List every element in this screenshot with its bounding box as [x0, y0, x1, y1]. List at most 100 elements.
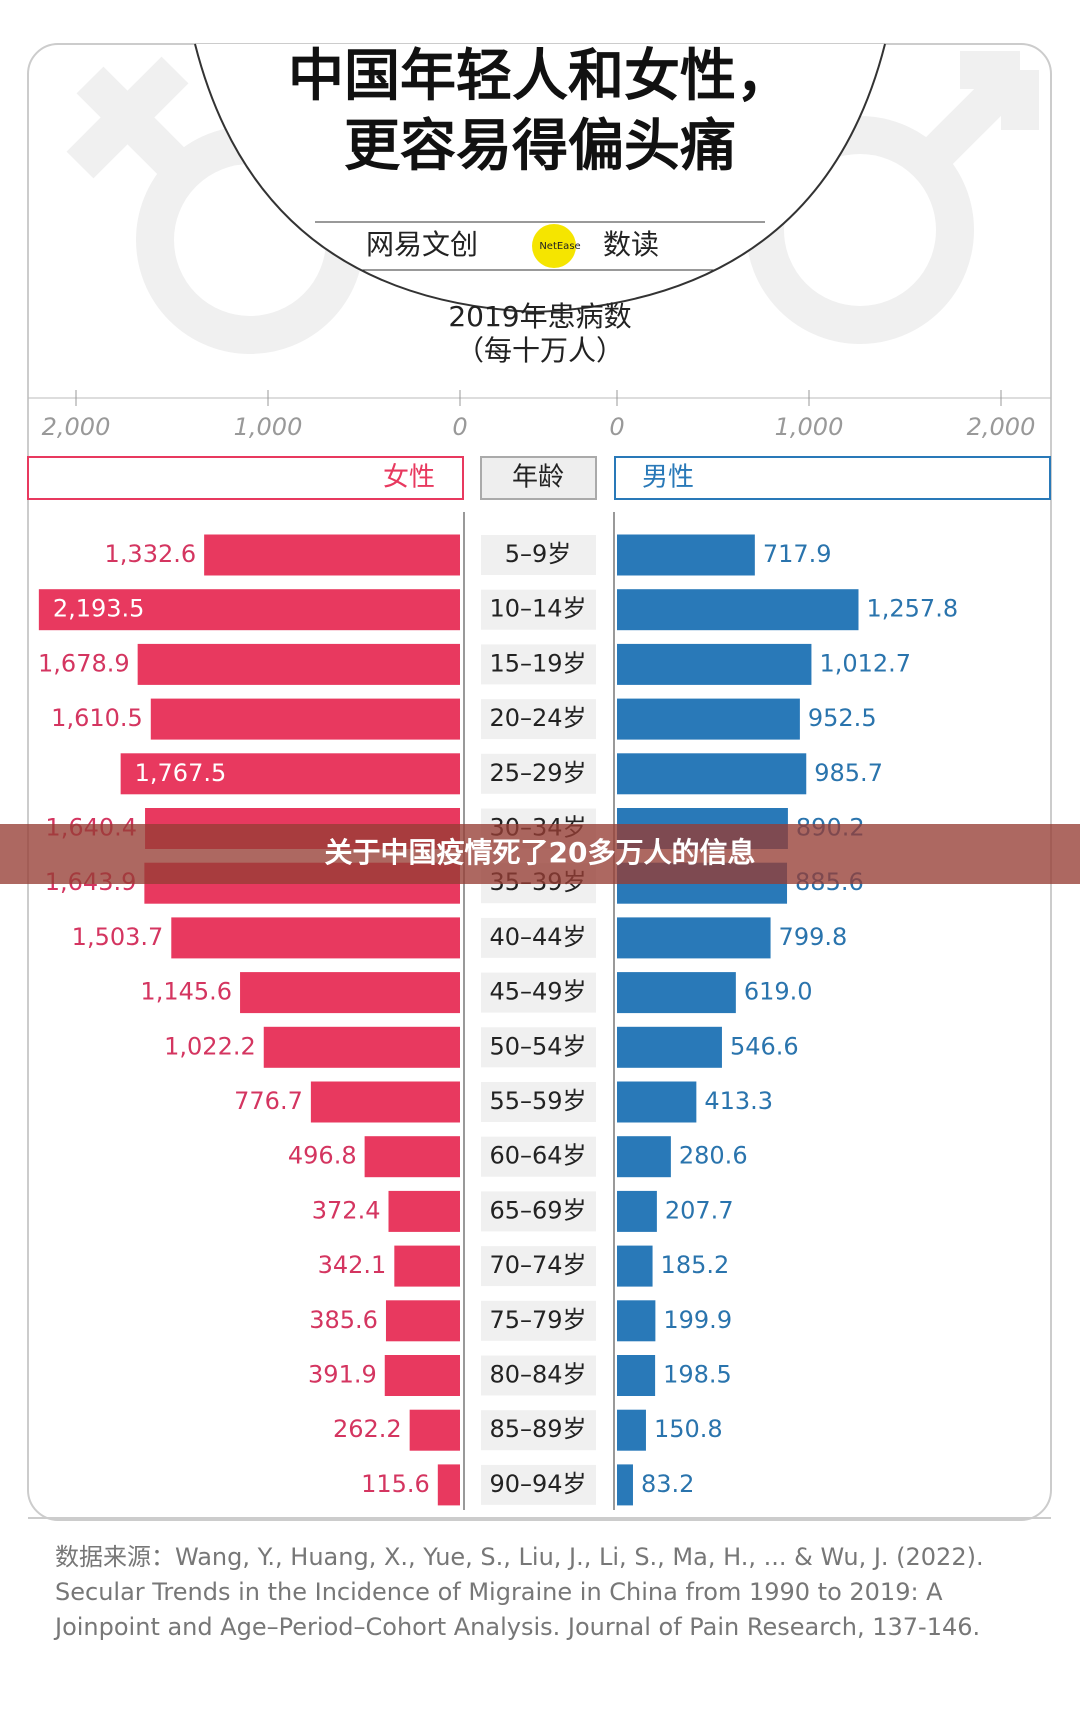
bar	[617, 753, 807, 795]
category-box	[481, 1300, 596, 1341]
x-tick-label: 2,000	[42, 413, 111, 441]
category-box	[481, 1082, 596, 1122]
legend-box	[614, 456, 1051, 500]
bar	[263, 1026, 460, 1068]
bar	[617, 972, 736, 1014]
value-label: 385.6	[309, 1306, 378, 1334]
banner-text: 关于中国疫情死了20多万人的信息	[325, 836, 756, 869]
bar	[617, 698, 800, 740]
bar	[617, 1245, 653, 1287]
category-box	[481, 1246, 596, 1287]
brand: NetEase	[539, 241, 580, 252]
subtitle: （每十万人）	[456, 334, 624, 367]
category-box	[481, 699, 596, 740]
bar	[38, 589, 461, 631]
category-label: 50–54岁	[489, 1032, 586, 1060]
bar	[617, 1409, 646, 1451]
category-label: 90–94岁	[489, 1470, 586, 1498]
category-box	[481, 589, 596, 630]
value-label: 1,678.9	[38, 649, 130, 677]
bar	[409, 1409, 460, 1451]
title-arc	[194, 43, 886, 314]
x-tick-label: 0	[609, 413, 624, 441]
category-label: 20–24岁	[489, 704, 586, 732]
category-box	[481, 917, 596, 958]
category-box	[481, 972, 596, 1013]
value-label: 185.2	[661, 1251, 730, 1279]
value-label: 799.8	[779, 923, 848, 951]
category-label: 65–69岁	[489, 1196, 586, 1224]
value-label: 1,012.7	[819, 649, 911, 677]
bar	[171, 917, 460, 959]
category-box	[481, 535, 596, 575]
brand-dot	[532, 224, 576, 268]
title-line: 中国年轻人和女性，	[288, 44, 792, 109]
category-box	[481, 1355, 596, 1396]
banner	[0, 824, 1080, 884]
bar	[240, 972, 460, 1014]
value-label: 1,503.7	[72, 923, 164, 951]
x-tick-label: 1,000	[234, 413, 303, 441]
source: Secular Trends in the Incidence of Migra…	[55, 1578, 943, 1606]
value-label: 717.9	[763, 540, 832, 568]
bar	[617, 1136, 671, 1178]
category-box	[481, 1027, 596, 1068]
value-label: 496.8	[288, 1142, 357, 1170]
bar	[137, 643, 461, 685]
bar	[120, 753, 460, 795]
category-box	[481, 644, 596, 685]
value-label: 776.7	[234, 1087, 303, 1115]
value-label: 342.1	[318, 1251, 387, 1279]
bar	[437, 1464, 460, 1506]
value-label: 985.7	[814, 759, 883, 787]
category-box	[481, 1410, 596, 1451]
bar	[617, 643, 812, 685]
legend-label: 女性	[383, 463, 435, 493]
value-label: 280.6	[679, 1142, 748, 1170]
x-tick-label: 1,000	[775, 413, 844, 441]
category-label: 15–19岁	[489, 649, 586, 677]
bar	[310, 1081, 460, 1123]
value-label: 115.6	[361, 1470, 430, 1498]
value-label: 619.0	[744, 978, 813, 1006]
x-tick-label: 0	[452, 413, 467, 441]
value-label: 372.4	[312, 1196, 381, 1224]
value-label: 199.9	[663, 1306, 732, 1334]
value-label: 1,257.8	[866, 595, 958, 623]
category-label: 45–49岁	[489, 978, 586, 1006]
title-line: 更容易得偏头痛	[344, 114, 736, 179]
value-label: 1,022.2	[164, 1032, 256, 1060]
value-label: 207.7	[665, 1196, 734, 1224]
category-label: 40–44岁	[489, 923, 586, 951]
category-label: 70–74岁	[489, 1251, 586, 1279]
value-label: 83.2	[641, 1470, 694, 1498]
bar	[384, 1355, 460, 1396]
bar	[617, 534, 755, 576]
bar	[388, 1190, 460, 1232]
value-label: 150.8	[654, 1415, 723, 1443]
legend-label: 男性	[642, 463, 694, 493]
category-header-box	[480, 456, 597, 500]
bar	[617, 917, 771, 959]
value-label: 391.9	[308, 1361, 377, 1389]
category-label: 25–29岁	[489, 759, 586, 787]
value-label: 1,145.6	[140, 978, 232, 1006]
bar	[364, 1136, 460, 1178]
category-label: 60–64岁	[489, 1142, 586, 1170]
category-header: 年龄	[512, 463, 564, 493]
category-label: 75–79岁	[489, 1306, 586, 1334]
category-label: 85–89岁	[489, 1415, 586, 1443]
bar	[617, 1300, 656, 1342]
value-label: 198.5	[663, 1361, 732, 1389]
bar	[617, 1026, 722, 1068]
bar	[617, 1355, 656, 1396]
subtitle: 2019年患病数	[448, 300, 631, 333]
value-label: 413.3	[704, 1087, 773, 1115]
value-label: 1,332.6	[105, 540, 197, 568]
category-label: 5–9岁	[505, 540, 572, 568]
brand: 数读	[603, 228, 659, 261]
bar	[394, 1245, 460, 1287]
bar	[617, 1464, 633, 1506]
bar	[617, 589, 859, 631]
